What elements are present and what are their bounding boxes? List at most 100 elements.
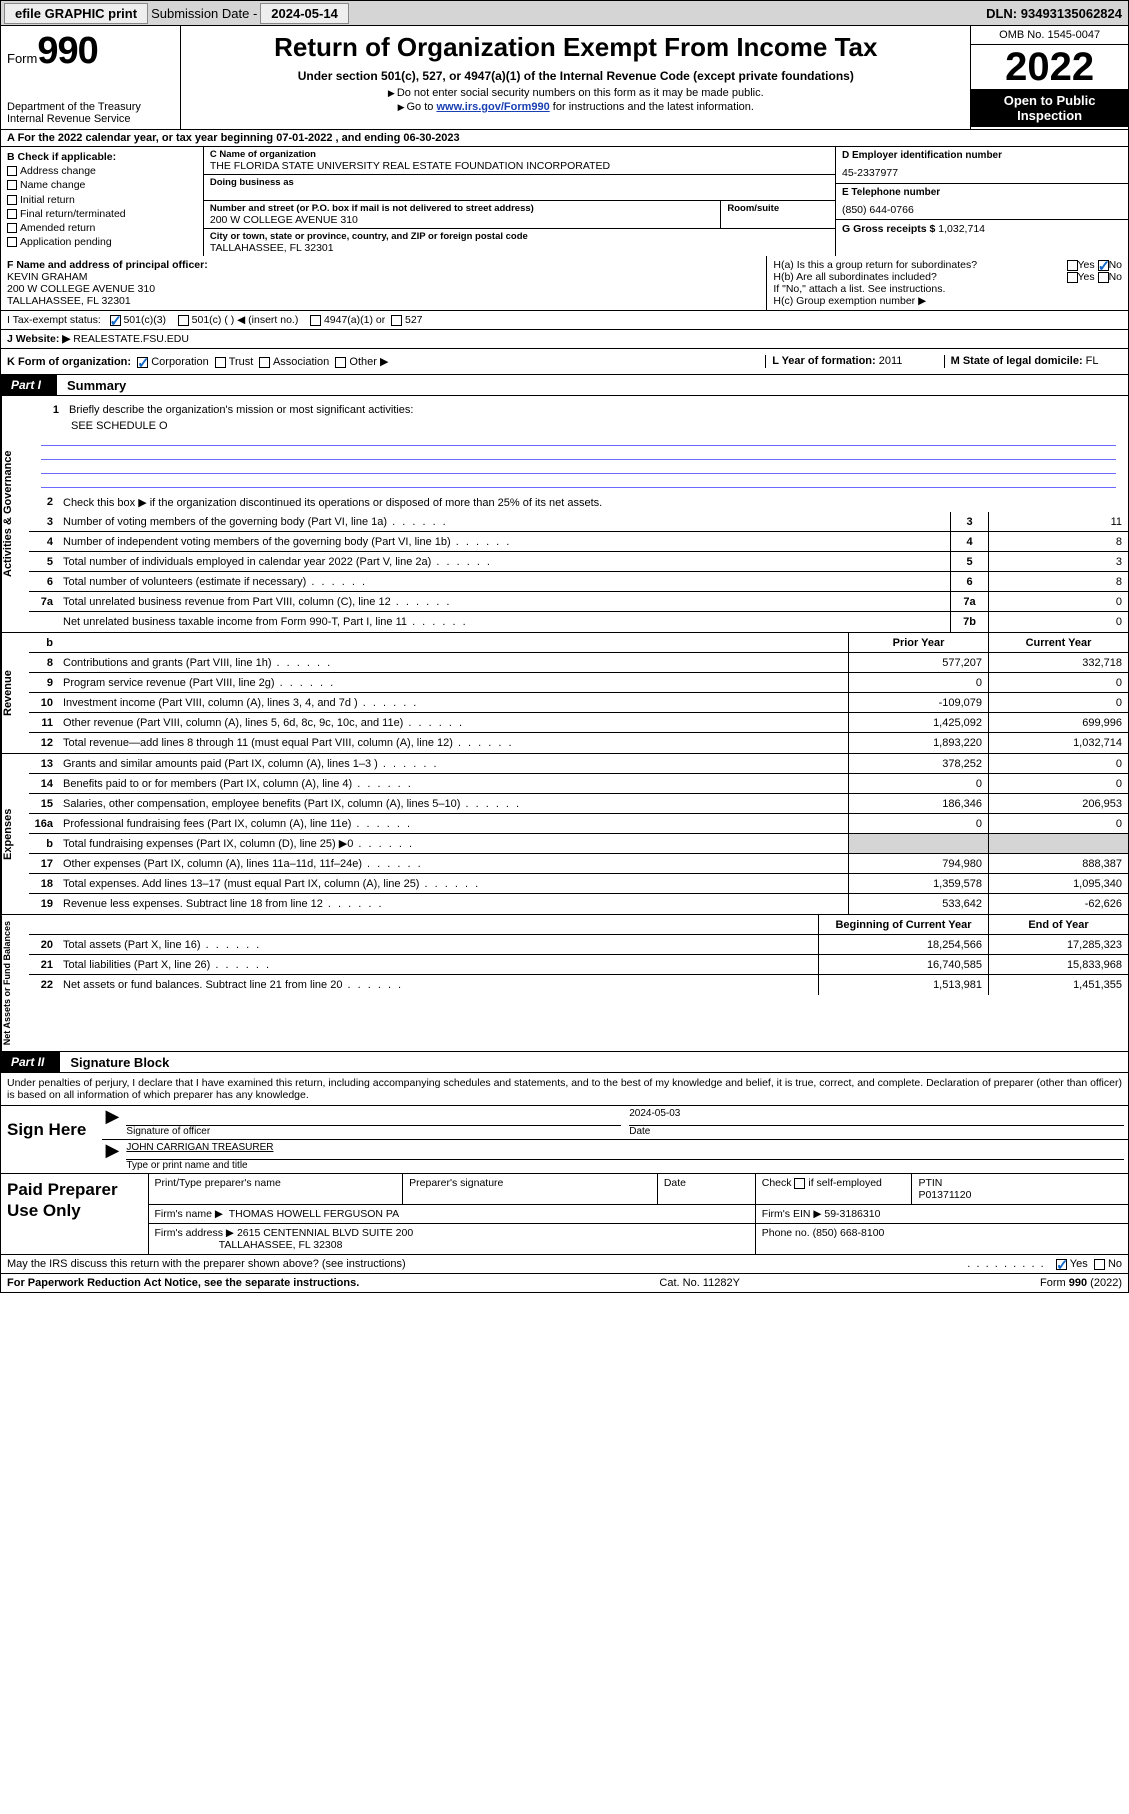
checkbox-app-pending[interactable] (7, 237, 17, 247)
open-to-public: Open to Public Inspection (971, 89, 1128, 127)
summary-line: Net unrelated business taxable income fr… (29, 612, 1128, 632)
summary-line: bTotal fundraising expenses (Part IX, co… (29, 834, 1128, 854)
checkbox-name-change[interactable] (7, 180, 17, 190)
checkbox-address-change[interactable] (7, 166, 17, 176)
summary-line: 8Contributions and grants (Part VIII, li… (29, 653, 1128, 673)
c-name-address: C Name of organization THE FLORIDA STATE… (204, 147, 835, 256)
form-title: Return of Organization Exempt From Incom… (191, 32, 960, 63)
checkbox-amended[interactable] (7, 223, 17, 233)
h-group-return: H(a) Is this a group return for subordin… (767, 256, 1128, 310)
501c3-checkbox[interactable] (110, 315, 121, 326)
f-principal-officer: F Name and address of principal officer:… (1, 256, 767, 310)
discuss-row: May the IRS discuss this return with the… (0, 1255, 1129, 1274)
form-subtitle: Under section 501(c), 527, or 4947(a)(1)… (191, 69, 960, 83)
officer-name: JOHN CARRIGAN TREASURER (126, 1142, 1124, 1160)
corp-checkbox[interactable] (137, 357, 148, 368)
col-prior-year: Prior Year (848, 633, 988, 652)
topbar: efile GRAPHIC print Submission Date - 20… (0, 0, 1129, 26)
summary-line: 4Number of independent voting members of… (29, 532, 1128, 552)
header-mid: Return of Organization Exempt From Incom… (181, 26, 970, 129)
trust-checkbox[interactable] (215, 357, 226, 368)
header-left: Form990 Department of the Treasury Inter… (1, 26, 181, 129)
sign-here-block: Sign Here ▶ Signature of officer 2024-05… (0, 1106, 1129, 1174)
firm-name: THOMAS HOWELL FERGUSON PA (229, 1208, 399, 1220)
gross-receipts: 1,032,714 (938, 223, 985, 235)
summary-line: 13Grants and similar amounts paid (Part … (29, 754, 1128, 774)
state-domicile: FL (1086, 355, 1099, 367)
b-check-applicable: B Check if applicable: Address change Na… (1, 147, 204, 256)
checkbox-initial-return[interactable] (7, 195, 17, 205)
row-j-website: J Website: ▶ REALESTATE.FSU.EDU (0, 330, 1129, 349)
submission-date-button[interactable]: 2024-05-14 (260, 3, 349, 24)
discuss-no-checkbox[interactable] (1094, 1259, 1105, 1270)
perjury-statement: Under penalties of perjury, I declare th… (0, 1073, 1129, 1106)
summary-line: 21Total liabilities (Part X, line 26) 16… (29, 955, 1128, 975)
firm-address: 2615 CENTENNIAL BLVD SUITE 200 (237, 1227, 413, 1239)
summary-line: 15Salaries, other compensation, employee… (29, 794, 1128, 814)
header-right: OMB No. 1545-0047 2022 Open to Public In… (970, 26, 1128, 129)
row-klm: K Form of organization: Corporation Trus… (0, 349, 1129, 375)
ein: 45-2337977 (842, 161, 1122, 179)
footer: For Paperwork Reduction Act Notice, see … (0, 1274, 1129, 1293)
discuss-yes-checkbox[interactable] (1056, 1259, 1067, 1270)
note-link: Go to www.irs.gov/Form990 for instructio… (191, 101, 960, 113)
paid-preparer-block: Paid Preparer Use Only Print/Type prepar… (0, 1174, 1129, 1255)
sign-arrow-icon: ▶ (102, 1106, 122, 1139)
summary-line: 12Total revenue—add lines 8 through 11 (… (29, 733, 1128, 753)
summary-line: 16aProfessional fundraising fees (Part I… (29, 814, 1128, 834)
501c-checkbox[interactable] (178, 315, 189, 326)
summary-line: 11Other revenue (Part VIII, column (A), … (29, 713, 1128, 733)
vlabel-governance: Activities & Governance (1, 396, 29, 632)
sign-arrow-icon-2: ▶ (102, 1140, 122, 1173)
vlabel-expenses: Expenses (1, 754, 29, 914)
part1-header: Part I Summary (0, 375, 1129, 396)
firm-phone: (850) 668-8100 (813, 1227, 885, 1239)
col-current-year: Current Year (988, 633, 1128, 652)
summary-line: 9Program service revenue (Part VIII, lin… (29, 673, 1128, 693)
checkbox-final-return[interactable] (7, 209, 17, 219)
other-checkbox[interactable] (335, 357, 346, 368)
d-e-g: D Employer identification number 45-2337… (835, 147, 1128, 256)
row-i-tax-status: I Tax-exempt status: 501(c)(3) 501(c) ( … (0, 311, 1129, 330)
block-bcdeg: B Check if applicable: Address change Na… (0, 147, 1129, 256)
firm-ein: 59-3186310 (824, 1208, 880, 1220)
dln: DLN: 93493135062824 (986, 6, 1122, 21)
form-header: Form990 Department of the Treasury Inter… (0, 26, 1129, 130)
mission-text: SEE SCHEDULE O (35, 420, 1122, 432)
vlabel-revenue: Revenue (1, 633, 29, 753)
mission-area: 1Briefly describe the organization's mis… (29, 396, 1128, 492)
part2-header: Part II Signature Block (0, 1052, 1129, 1073)
irs-link[interactable]: www.irs.gov/Form990 (436, 101, 549, 113)
col-end: End of Year (988, 915, 1128, 934)
ha-no-checkbox[interactable] (1098, 260, 1109, 271)
col-beginning: Beginning of Current Year (818, 915, 988, 934)
summary-line: 19Revenue less expenses. Subtract line 1… (29, 894, 1128, 914)
hb-yes-checkbox[interactable] (1067, 272, 1078, 283)
org-city: TALLAHASSEE, FL 32301 (210, 242, 829, 254)
ptin: P01371120 (918, 1189, 971, 1201)
sign-date: 2024-05-03 (629, 1108, 1124, 1126)
assoc-checkbox[interactable] (259, 357, 270, 368)
summary-line: 20Total assets (Part X, line 16) 18,254,… (29, 935, 1128, 955)
summary-line: 18Total expenses. Add lines 13–17 (must … (29, 874, 1128, 894)
tax-year: 2022 (971, 45, 1128, 89)
4947-checkbox[interactable] (310, 315, 321, 326)
summary-line: 5Total number of individuals employed in… (29, 552, 1128, 572)
website-value: REALESTATE.FSU.EDU (70, 333, 189, 345)
efile-print-button[interactable]: efile GRAPHIC print (4, 3, 148, 24)
summary-line: 7aTotal unrelated business revenue from … (29, 592, 1128, 612)
irs-label: Internal Revenue Service (7, 113, 174, 125)
org-name: THE FLORIDA STATE UNIVERSITY REAL ESTATE… (210, 160, 829, 172)
self-employed-checkbox[interactable] (794, 1178, 805, 1189)
ha-yes-checkbox[interactable] (1067, 260, 1078, 271)
527-checkbox[interactable] (391, 315, 402, 326)
submission-label: Submission Date - (151, 6, 257, 21)
summary-line: 6Total number of volunteers (estimate if… (29, 572, 1128, 592)
summary-line: 22Net assets or fund balances. Subtract … (29, 975, 1128, 995)
hb-no-checkbox[interactable] (1098, 272, 1109, 283)
summary-line: 17Other expenses (Part IX, column (A), l… (29, 854, 1128, 874)
block-f-h: F Name and address of principal officer:… (0, 256, 1129, 311)
org-address: 200 W COLLEGE AVENUE 310 (210, 214, 715, 226)
row-a-taxyear: A For the 2022 calendar year, or tax yea… (0, 130, 1129, 147)
dept-treasury: Department of the Treasury (7, 101, 174, 113)
